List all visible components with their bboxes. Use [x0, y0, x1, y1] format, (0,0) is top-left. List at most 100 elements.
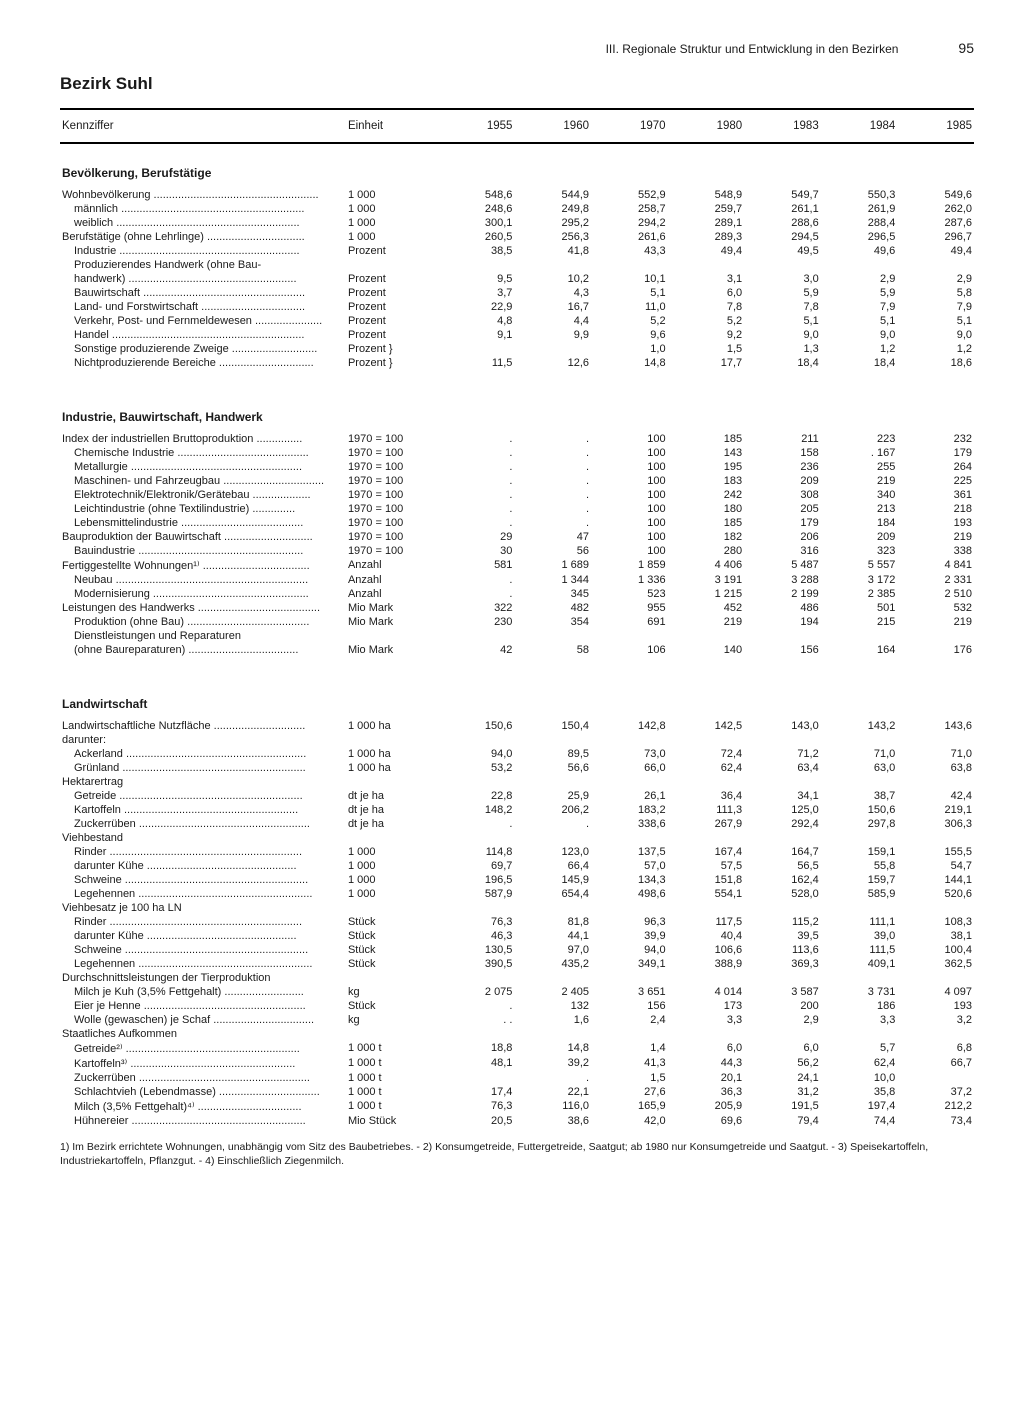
row-unit: 1 000 t — [346, 1071, 438, 1085]
cell-value: 206,2 — [514, 803, 591, 817]
table-row: Getreide²⁾ .............................… — [60, 1041, 974, 1056]
cell-value: 155,5 — [897, 845, 974, 859]
cell-value: 57,5 — [668, 859, 745, 873]
row-label: Bauwirtschaft ..........................… — [60, 286, 346, 300]
cell-value: 225 — [897, 474, 974, 488]
row-unit: 1 000 ha — [346, 747, 438, 761]
cell-value: 5,1 — [591, 286, 668, 300]
cell-value: 296,5 — [821, 230, 898, 244]
cell-value: 354 — [514, 615, 591, 629]
cell-value: 6,0 — [668, 286, 745, 300]
cell-value: 550,3 — [821, 188, 898, 202]
cell-value: . — [514, 432, 591, 446]
cell-value: 7,9 — [821, 300, 898, 314]
row-unit: dt je ha — [346, 817, 438, 831]
table-row: Hühnereier .............................… — [60, 1114, 974, 1128]
table-row: Eier je Henne ..........................… — [60, 999, 974, 1013]
cell-value — [744, 971, 821, 985]
cell-value: 5,7 — [821, 1041, 898, 1056]
cell-value: 20,5 — [438, 1114, 515, 1128]
cell-value: 4,4 — [514, 314, 591, 328]
row-label: Milch (3,5% Fettgehalt)⁴⁾ ..............… — [60, 1099, 346, 1114]
cell-value: 9,1 — [438, 328, 515, 342]
cell-value: 549,6 — [897, 188, 974, 202]
cell-value: 532 — [897, 601, 974, 615]
row-label: Schweine ...............................… — [60, 873, 346, 887]
cell-value: 27,6 — [591, 1085, 668, 1099]
row-unit: 1 000 t — [346, 1085, 438, 1099]
cell-value — [438, 971, 515, 985]
cell-value: 236 — [744, 460, 821, 474]
row-label: Hektarertrag — [60, 775, 346, 789]
row-unit: 1970 = 100 — [346, 446, 438, 460]
cell-value: 193 — [897, 516, 974, 530]
cell-value: 41,3 — [591, 1056, 668, 1071]
row-label: Viehbestand — [60, 831, 346, 845]
cell-value: 230 — [438, 615, 515, 629]
row-unit — [346, 629, 438, 643]
row-label: Sonstige produzierende Zweige ..........… — [60, 342, 346, 356]
cell-value: 54,7 — [897, 859, 974, 873]
cell-value: 2 075 — [438, 985, 515, 999]
cell-value — [438, 733, 515, 747]
table-row: Wohnbevölkerung ........................… — [60, 188, 974, 202]
cell-value: 308 — [744, 488, 821, 502]
cell-value: 41,8 — [514, 244, 591, 258]
row-unit: Prozent — [346, 244, 438, 258]
cell-value: 48,1 — [438, 1056, 515, 1071]
table-row: Zuckerrüben ............................… — [60, 1071, 974, 1085]
cell-value — [897, 1027, 974, 1041]
cell-value: 955 — [591, 601, 668, 615]
cell-value: . — [438, 446, 515, 460]
cell-value — [897, 775, 974, 789]
cell-value: 1 689 — [514, 558, 591, 573]
cell-value: 111,1 — [821, 915, 898, 929]
cell-value: 173 — [668, 999, 745, 1013]
cell-value: 56 — [514, 544, 591, 558]
row-unit: 1970 = 100 — [346, 488, 438, 502]
cell-value — [438, 901, 515, 915]
cell-value: 209 — [821, 530, 898, 544]
cell-value: 292,4 — [744, 817, 821, 831]
cell-value: 66,0 — [591, 761, 668, 775]
cell-value: 501 — [821, 601, 898, 615]
row-label: Chemische Industrie ....................… — [60, 446, 346, 460]
col-1980: 1980 — [668, 110, 745, 142]
row-label: Schlachtvieh (Lebendmasse) .............… — [60, 1085, 346, 1099]
row-label: Produktion (ohne Bau) ..................… — [60, 615, 346, 629]
cell-value: 205 — [744, 502, 821, 516]
row-unit: Prozent — [346, 286, 438, 300]
table-row: Handel .................................… — [60, 328, 974, 342]
col-einheit: Einheit — [346, 110, 438, 142]
cell-value: 691 — [591, 615, 668, 629]
row-unit: Stück — [346, 957, 438, 971]
cell-value: 18,4 — [821, 356, 898, 370]
row-label: Legehennen .............................… — [60, 957, 346, 971]
cell-value: 130,5 — [438, 943, 515, 957]
data-table: Kennziffer Einheit 1955 1960 1970 1980 1… — [60, 110, 974, 1128]
cell-value: 9,0 — [821, 328, 898, 342]
row-unit: Prozent — [346, 272, 438, 286]
cell-value: 62,4 — [668, 761, 745, 775]
cell-value: . — [514, 1071, 591, 1085]
cell-value: 219 — [821, 474, 898, 488]
cell-value — [821, 258, 898, 272]
cell-value: 323 — [821, 544, 898, 558]
cell-value: 3 587 — [744, 985, 821, 999]
col-1960: 1960 — [514, 110, 591, 142]
cell-value: 3,3 — [821, 1013, 898, 1027]
cell-value: 242 — [668, 488, 745, 502]
cell-value: 1,2 — [897, 342, 974, 356]
region-title: Bezirk Suhl — [60, 74, 974, 94]
cell-value: 96,3 — [591, 915, 668, 929]
cell-value: 554,1 — [668, 887, 745, 901]
cell-value: 49,4 — [668, 244, 745, 258]
cell-value: 142,5 — [668, 719, 745, 733]
row-label: Landwirtschaftliche Nutzfläche .........… — [60, 719, 346, 733]
cell-value: 5,9 — [744, 286, 821, 300]
section-heading: Bevölkerung, Berufstätige — [60, 144, 974, 188]
cell-value: 38,1 — [897, 929, 974, 943]
cell-value: 4,3 — [514, 286, 591, 300]
column-header-row: Kennziffer Einheit 1955 1960 1970 1980 1… — [60, 110, 974, 142]
cell-value: 43,3 — [591, 244, 668, 258]
